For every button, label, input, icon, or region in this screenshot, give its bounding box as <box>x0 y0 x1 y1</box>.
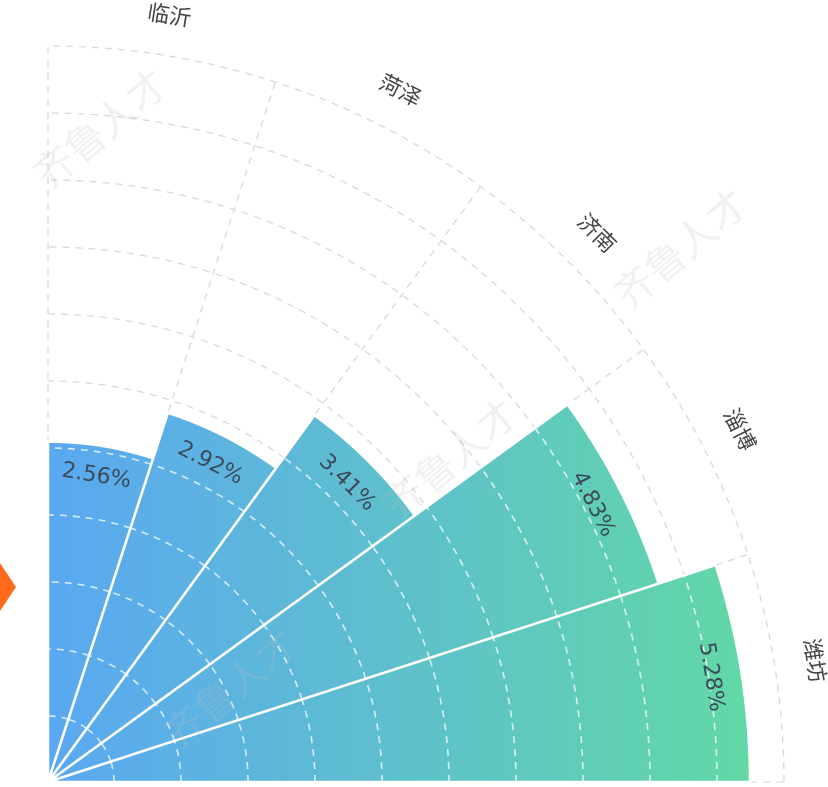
sector-1-ring-2 <box>109 591 167 621</box>
sector-4-ring-6 <box>492 637 517 783</box>
sector-2-ring-2 <box>165 619 211 665</box>
sector-1-ring-0 <box>68 718 88 730</box>
sector-1-ring-1 <box>88 654 127 676</box>
sector-0-ring-1 <box>47 648 90 657</box>
sector-2-ring-3 <box>204 565 265 626</box>
sector-3-ring-4 <box>317 585 367 680</box>
category-label-0: 临沂 <box>146 1 193 33</box>
sector-4-ring-8 <box>619 595 651 783</box>
orange-marker <box>0 563 16 611</box>
sector-0-ring-4 <box>47 447 152 466</box>
sector-3-ring-6 <box>425 506 494 638</box>
grid-ring-7 <box>47 246 584 783</box>
inner-grid <box>47 427 718 783</box>
grid-ring-10 <box>47 45 785 783</box>
sector-2-ring-0 <box>86 727 103 744</box>
watermark-text-1: 齐鲁人才 <box>606 181 758 319</box>
sector-0-ring-3 <box>47 514 131 529</box>
sector-4-ring-9 <box>683 575 718 783</box>
sector-3-ring-7 <box>480 467 558 617</box>
category-label-3: 淄博 <box>717 405 759 456</box>
sector-4-ring-3 <box>301 699 316 783</box>
sector-3 <box>46 403 660 784</box>
sector-2-ring-4 <box>243 511 319 587</box>
sector-4-ring-4 <box>364 678 383 783</box>
sector-1-ring-4 <box>150 463 245 513</box>
sector-series <box>46 403 752 784</box>
sector-2 <box>46 413 417 784</box>
category-label-4: 潍坊 <box>798 637 828 684</box>
category-label-2: 济南 <box>572 210 621 259</box>
sector-4-ring-2 <box>237 719 249 783</box>
sector-3-ring-1 <box>154 703 176 742</box>
sector-0-ring-0 <box>47 715 69 720</box>
sector-4 <box>46 563 752 784</box>
sector-2-ring-1 <box>125 673 157 705</box>
sector-3-ring-8 <box>534 427 622 597</box>
sector-4-ring-0 <box>110 761 115 783</box>
sector-4-ring-7 <box>556 616 584 783</box>
sector-3-ring-0 <box>100 742 112 762</box>
sector-3-ring-2 <box>209 663 239 721</box>
sector-0-ring-2 <box>47 581 111 593</box>
sector-4-ring-1 <box>173 740 182 783</box>
sector-1-ring-3 <box>130 527 206 567</box>
sector-3-ring-3 <box>263 624 303 700</box>
category-label-1: 菏泽 <box>375 70 426 112</box>
